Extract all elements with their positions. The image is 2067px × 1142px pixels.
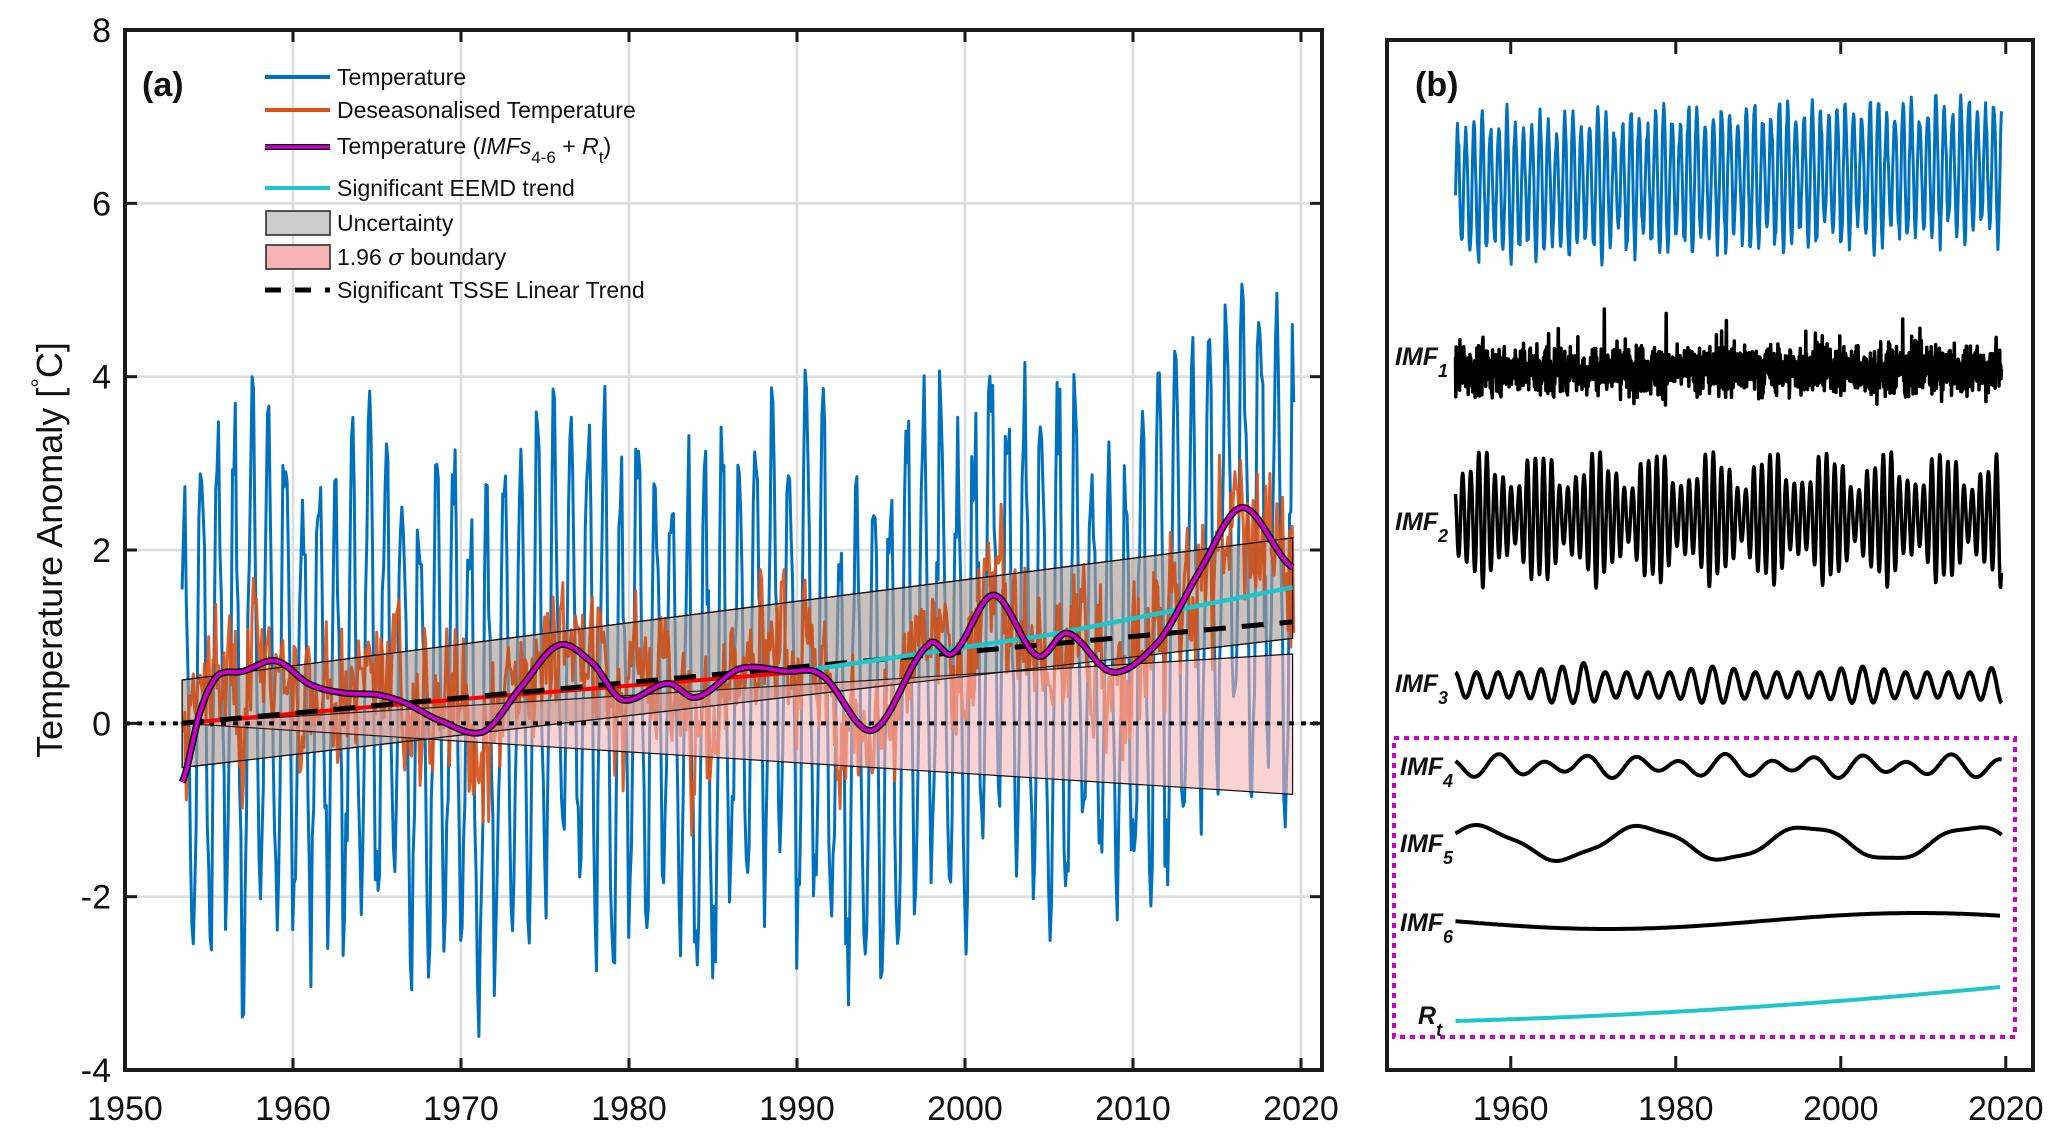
label-subscript: 6 [1443,927,1454,947]
x-tick-label: 1970 [423,1090,499,1128]
legend-label-sigma: 1.96 σ boundary [337,244,507,271]
tsse-linear-trend [181,619,1293,726]
x-tick-label: 2020 [1968,1090,2044,1128]
component-imf4 [1454,752,2003,780]
label-rt: Rt [1418,1002,1443,1040]
label-subscript: t [1436,1020,1443,1040]
component-temperature [1454,93,2003,267]
label-subscript: 5 [1443,848,1454,868]
legend-imfs-sub: 4-6 [531,148,556,167]
imf-highlight-box [1392,736,2017,1039]
panel-b-ticks: 1960 1980 2000 2020 [1473,40,2044,1128]
legend-label-deseasonalised: Deseasonalised Temperature [337,97,636,123]
label-main: IMF [1400,753,1444,781]
series-temperature [180,282,1296,1038]
x-tick-label: 2020 [1263,1090,1339,1128]
legend-item-sigma: 1.96 σ boundary [265,244,507,271]
panel-b: 1960 1980 2000 2020 (b) IMF1IMF2IMF3IMF4IMF… [1385,38,2044,1128]
legend-swatch-uncertainty [265,210,331,236]
legend-item-eemd: Significant EEMD trend [265,175,575,201]
panel-a-plot-area [125,282,1322,1038]
legend-imfs-italic: IMFs [480,133,532,159]
y-tick-label: 4 [92,359,111,397]
panel-b-label: (b) [1415,66,1458,104]
x-tick-label: 1980 [591,1090,667,1128]
x-tick-label: 1960 [1473,1090,1549,1128]
component-imf6 [1455,911,2001,931]
label-main: IMF [1395,508,1439,536]
legend-label-imfs: Temperature (IMFs4-6 + Rt) [337,133,611,167]
uncertainty-band-outline [181,537,1294,769]
label-main: IMF [1395,670,1439,698]
y-axis-title: Temperature Anomaly [°C] [27,342,70,758]
component-rt [1455,985,2001,1023]
y-axis-title-text: Temperature Anomaly [ [29,388,70,758]
y-tick-label: 2 [92,532,111,570]
component-imf1 [1453,307,2004,407]
legend-swatch-sigma [265,244,331,270]
label-main: IMF [1395,343,1439,371]
legend-label-eemd: Significant EEMD trend [337,175,575,201]
panel-b-frame [1385,38,2035,1072]
legend-item-imfs: Temperature (IMFs4-6 + Rt) [265,133,611,167]
degree-symbol: ° [27,378,54,388]
legend-imfs-close: ) [603,133,611,159]
label-main: IMF [1400,909,1444,937]
component-imf3 [1453,661,2004,705]
legend-label-tsse: Significant TSSE Linear Trend [337,277,645,303]
legend-imfs-r: R [582,133,599,159]
panel-a: 1950 1960 1970 1980 1990 2000 2010 2020 -4 -2 0 2 4 6… [27,12,1339,1128]
component-imf2 [1453,450,2004,590]
x-tick-label: 2000 [927,1090,1003,1128]
legend-imfs-text: Temperature ( [337,133,481,159]
legend-sigma-number: 1.96 [337,244,388,270]
legend-item-tsse: Significant TSSE Linear Trend [265,277,645,303]
legend-imfs-t: t [599,148,604,167]
x-tick-label: 1950 [87,1090,163,1128]
legend-item-uncertainty: Uncertainty [265,210,454,236]
x-tick-label: 1960 [255,1090,331,1128]
x-tick-label: 2010 [1095,1090,1171,1128]
label-imf3: IMF3 [1395,670,1448,708]
label-subscript: 4 [1442,771,1453,791]
component-imf5 [1454,823,2003,863]
eemd-trend-significant [786,585,1294,676]
y-tick-label: -2 [81,879,111,917]
legend-label-uncertainty: Uncertainty [337,210,454,236]
x-tick-label: 2000 [1803,1090,1879,1128]
label-subscript: 2 [1437,526,1448,546]
x-tick-label: 1980 [1638,1090,1714,1128]
legend-item-deseasonalised: Deseasonalised Temperature [265,97,636,123]
y-tick-label: 6 [92,185,111,223]
label-main: IMF [1400,830,1444,858]
label-subscript: 3 [1438,688,1448,708]
panel-a-ticks: 1950 1960 1970 1980 1990 2000 2010 2020 -4 -2 0 2 4 6… [81,12,1339,1128]
legend-label-temperature: Temperature [337,64,466,90]
series-imfs-4-6-plus-rt [180,505,1294,784]
y-tick-label: -4 [81,1052,111,1090]
y-tick-label: 8 [92,12,111,50]
legend-imfs-plus: + [556,133,582,159]
label-imf2: IMF2 [1395,508,1448,546]
label-imf6: IMF6 [1400,909,1454,947]
x-tick-label: 1990 [759,1090,835,1128]
label-subscript: 1 [1438,361,1448,381]
label-main: R [1418,1002,1436,1030]
legend-item-temperature: Temperature [265,64,466,90]
label-imf4: IMF4 [1400,753,1453,791]
y-tick-label: 0 [92,705,111,743]
label-imf5: IMF5 [1400,830,1454,868]
y-axis-unit: C] [29,342,70,378]
panel-a-label: (a) [142,66,184,104]
panel-b-plot-area [1453,93,2004,1023]
legend: Temperature Deseasonalised Temperature T… [265,64,645,303]
label-imf1: IMF1 [1395,343,1448,381]
legend-sigma-text: boundary [404,244,507,270]
legend-sigma-symbol: σ [388,245,405,271]
